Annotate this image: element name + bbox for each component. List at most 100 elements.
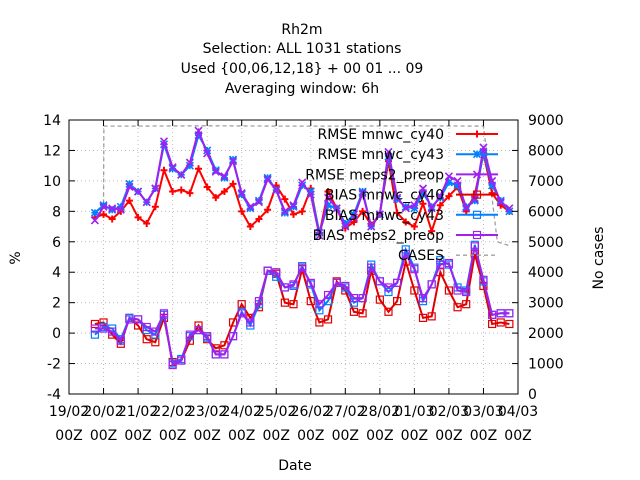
title-line-used-times: Used {00,06,12,18} + 00 01 ... 09 bbox=[181, 61, 424, 77]
data-point bbox=[160, 166, 168, 174]
data-point bbox=[254, 297, 264, 306]
data-point bbox=[444, 172, 453, 181]
data-point bbox=[384, 283, 393, 292]
data-point bbox=[238, 207, 246, 215]
data-point bbox=[393, 193, 402, 202]
data-point bbox=[444, 258, 454, 268]
x-tick-label-date: 28/02 bbox=[360, 404, 400, 420]
data-point bbox=[177, 170, 186, 179]
data-point bbox=[159, 137, 169, 146]
data-point bbox=[418, 184, 428, 193]
x-tick-label-hour: 00Z bbox=[90, 428, 117, 444]
data-point bbox=[479, 275, 488, 284]
data-point bbox=[306, 190, 315, 199]
data-point bbox=[90, 208, 99, 217]
data-point bbox=[264, 206, 272, 214]
data-point bbox=[436, 201, 444, 209]
data-point bbox=[375, 295, 384, 304]
data-point bbox=[453, 286, 462, 295]
data-point bbox=[237, 309, 246, 318]
x-tick-label-hour: 00Z bbox=[263, 428, 290, 444]
data-point bbox=[427, 280, 436, 289]
data-point bbox=[349, 213, 359, 222]
x-tick-label-hour: 00Z bbox=[124, 428, 151, 444]
x-tick-label-date: 25/02 bbox=[256, 404, 296, 420]
grid bbox=[68, 119, 519, 395]
data-point bbox=[289, 300, 298, 309]
title-line-selection: Selection: ALL 1031 stations bbox=[203, 41, 402, 57]
y-tick-label: -2 bbox=[47, 357, 61, 373]
data-point bbox=[280, 298, 289, 307]
legend-item: RMSE mnwc_cy40 bbox=[318, 127, 498, 143]
y-tick-label: -4 bbox=[47, 387, 61, 403]
data-point bbox=[116, 205, 125, 214]
legend-item: RMSE mnwc_cy43 bbox=[318, 147, 498, 163]
y-tick-label: 12 bbox=[43, 143, 61, 159]
data-point bbox=[298, 263, 307, 272]
y2-tick-label: 9000 bbox=[528, 113, 564, 129]
data-point bbox=[211, 350, 220, 359]
data-point bbox=[159, 309, 169, 318]
y-tick-label: 2 bbox=[52, 296, 61, 312]
data-point bbox=[228, 157, 238, 166]
x-tick-label-hour: 00Z bbox=[55, 428, 82, 444]
data-point bbox=[116, 202, 125, 211]
data-point bbox=[108, 327, 117, 336]
data-point bbox=[384, 147, 393, 157]
x-tick-label-date: 01/03 bbox=[394, 404, 434, 420]
chart-title: Rh2m Selection: ALL 1031 stations Used {… bbox=[181, 22, 424, 97]
y2-tick-label: 1000 bbox=[528, 357, 564, 373]
data-point bbox=[168, 164, 177, 173]
y2-tick-label: 6000 bbox=[528, 204, 564, 220]
legend-label: CASES bbox=[398, 248, 444, 264]
title-line-variable: Rh2m bbox=[281, 22, 322, 38]
data-point bbox=[134, 213, 142, 221]
legend-item: CASES bbox=[398, 248, 498, 264]
data-point bbox=[349, 307, 359, 316]
x-tick-label-hour: 00Z bbox=[470, 428, 497, 444]
data-point bbox=[90, 330, 100, 339]
data-point bbox=[272, 185, 281, 195]
data-point bbox=[246, 223, 254, 231]
data-point bbox=[125, 182, 134, 192]
legend-swatch-marker bbox=[472, 190, 482, 199]
y-tick-label: 0 bbox=[52, 326, 61, 342]
data-point bbox=[125, 197, 133, 205]
data-point bbox=[470, 242, 479, 251]
data-point bbox=[349, 294, 359, 303]
y2-tick-label: 0 bbox=[528, 387, 537, 403]
data-point bbox=[315, 306, 324, 315]
data-point bbox=[306, 187, 315, 196]
data-point bbox=[108, 204, 117, 213]
data-point bbox=[496, 198, 505, 207]
data-point bbox=[401, 249, 410, 259]
data-point bbox=[90, 319, 100, 329]
data-point bbox=[470, 195, 479, 204]
x-axis-label: Date bbox=[278, 458, 311, 474]
data-point bbox=[151, 338, 160, 347]
data-point bbox=[410, 204, 419, 213]
data-point bbox=[341, 222, 350, 231]
data-point bbox=[134, 187, 143, 196]
data-point bbox=[315, 231, 324, 240]
data-point bbox=[410, 223, 418, 231]
data-point bbox=[289, 201, 298, 210]
data-point bbox=[195, 165, 203, 173]
x-tick-label-hour: 00Z bbox=[401, 428, 428, 444]
data-point bbox=[453, 176, 462, 185]
data-point bbox=[427, 312, 436, 321]
data-point bbox=[419, 200, 427, 208]
data-point bbox=[99, 202, 108, 211]
data-point bbox=[384, 307, 393, 316]
data-point bbox=[410, 286, 419, 295]
data-point bbox=[505, 309, 514, 318]
data-point bbox=[496, 309, 505, 318]
data-point bbox=[487, 310, 497, 319]
x-tick-label-hour: 00Z bbox=[332, 428, 359, 444]
data-point bbox=[479, 143, 488, 152]
x-tick-label-hour: 00Z bbox=[193, 428, 220, 444]
data-point bbox=[228, 332, 238, 341]
x-tick-label-hour: 00Z bbox=[504, 428, 531, 444]
title-line-averaging: Averaging window: 6h bbox=[225, 81, 379, 97]
data-point bbox=[203, 146, 212, 155]
